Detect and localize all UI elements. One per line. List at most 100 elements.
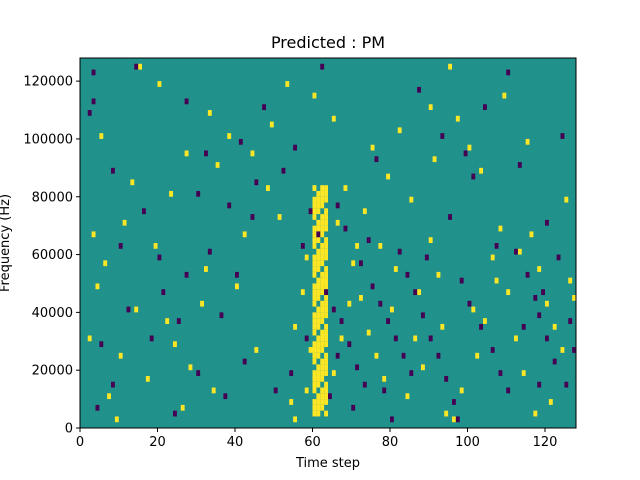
- y-axis-label: Frequency (Hz): [0, 194, 13, 292]
- dark-cell: [173, 410, 177, 417]
- bright-cell: [405, 393, 410, 400]
- bright-cell: [343, 185, 348, 191]
- dark-cell: [525, 271, 530, 278]
- bright-cell: [320, 277, 325, 284]
- dark-cell: [479, 323, 484, 330]
- bright-cell: [548, 399, 553, 405]
- bright-cell: [312, 185, 317, 191]
- bright-cell: [316, 318, 321, 324]
- bright-cell: [494, 277, 499, 284]
- bright-cell: [316, 341, 321, 348]
- bright-cell: [324, 323, 329, 330]
- bright-cell: [517, 248, 522, 255]
- dark-cell: [463, 150, 468, 157]
- bright-cell: [316, 190, 321, 197]
- bright-cell: [266, 185, 270, 191]
- bright-cell: [514, 335, 518, 342]
- bright-cell: [452, 416, 456, 423]
- bright-cell: [312, 381, 317, 388]
- dark-cell: [184, 98, 189, 105]
- x-tick-label: 100: [455, 435, 480, 450]
- bright-cell: [316, 375, 321, 382]
- bright-cell: [312, 410, 317, 417]
- bright-cell: [269, 121, 274, 128]
- bright-cell: [316, 219, 321, 226]
- dark-cell: [204, 150, 208, 157]
- bright-cell: [324, 190, 329, 197]
- bright-cell: [316, 399, 321, 405]
- bright-cell: [316, 393, 321, 400]
- dark-cell: [386, 318, 391, 324]
- bright-cell: [277, 214, 282, 220]
- bright-cell: [366, 329, 371, 336]
- bright-cell: [382, 375, 387, 382]
- y-tick-label: 60000: [32, 248, 73, 263]
- bright-cell: [320, 300, 325, 307]
- bright-cell: [459, 387, 464, 394]
- bright-cell: [320, 271, 325, 278]
- bright-cell: [316, 277, 321, 284]
- bright-cell: [324, 300, 329, 307]
- bright-cell: [324, 254, 329, 261]
- bright-cell: [304, 387, 309, 394]
- bright-cell: [572, 295, 577, 301]
- dark-cell: [455, 416, 460, 423]
- bright-cell: [320, 318, 325, 324]
- bright-cell: [308, 347, 313, 353]
- bright-cell: [320, 312, 325, 319]
- bright-cell: [312, 375, 317, 382]
- bright-cell: [324, 248, 329, 255]
- dark-cell: [560, 133, 565, 139]
- dark-cell: [91, 98, 96, 105]
- bright-cell: [448, 63, 453, 70]
- bright-cell: [138, 63, 143, 70]
- bright-cell: [568, 277, 573, 284]
- dark-cell: [440, 133, 445, 139]
- bright-cell: [312, 370, 317, 376]
- bright-cell: [312, 387, 317, 394]
- x-axis-ticks: 0 20 40 60 80 100 120: [76, 428, 557, 450]
- bright-cell: [359, 295, 363, 301]
- bright-cell: [552, 323, 557, 330]
- bright-cell: [134, 306, 139, 313]
- bright-cell: [300, 289, 305, 296]
- dark-cell: [421, 312, 425, 319]
- bright-cell: [312, 312, 317, 319]
- dark-cell: [506, 387, 511, 394]
- dark-cell: [339, 318, 344, 324]
- x-tick-label: 20: [149, 435, 166, 450]
- dark-cell: [99, 341, 104, 348]
- dark-cell: [250, 214, 255, 220]
- bright-cell: [498, 225, 503, 232]
- dark-cell: [126, 306, 131, 313]
- bright-cell: [320, 243, 325, 249]
- bright-cell: [312, 404, 317, 411]
- bright-cell: [324, 410, 329, 417]
- bright-cell: [207, 110, 212, 116]
- dark-cell: [320, 63, 325, 70]
- dark-cell: [293, 144, 298, 151]
- dark-cell: [537, 381, 542, 388]
- bright-cell: [169, 190, 174, 197]
- dark-cell: [362, 381, 367, 388]
- bright-cell: [184, 150, 189, 157]
- bright-cell: [324, 214, 329, 220]
- bright-cell: [324, 352, 329, 359]
- bright-cell: [502, 92, 507, 99]
- bright-cell: [250, 150, 255, 157]
- bright-cell: [316, 225, 321, 232]
- bright-cell: [320, 289, 325, 296]
- bright-cell: [211, 387, 216, 394]
- bright-cell: [444, 410, 449, 417]
- bright-cell: [289, 399, 294, 405]
- bright-cell: [316, 289, 321, 296]
- dark-cell: [111, 167, 115, 174]
- bright-cell: [316, 208, 321, 215]
- bright-cell: [312, 271, 317, 278]
- bright-cell: [475, 352, 480, 359]
- dark-cell: [235, 271, 239, 278]
- bright-cell: [324, 329, 329, 336]
- dark-cell: [335, 352, 340, 359]
- bright-cell: [312, 289, 317, 296]
- bright-cell: [324, 381, 329, 388]
